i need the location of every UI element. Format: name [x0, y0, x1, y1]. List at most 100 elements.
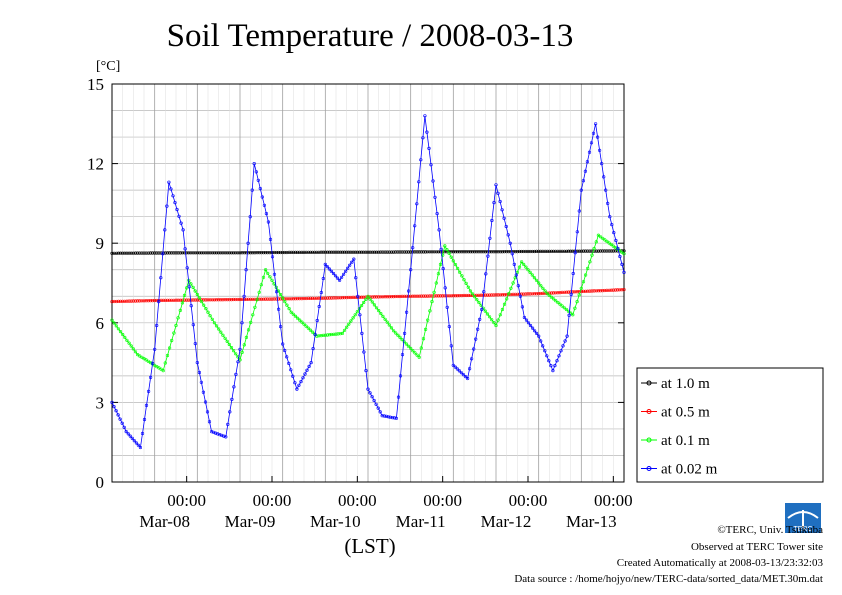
data-point: [212, 298, 216, 302]
data-point: [331, 271, 336, 276]
data-point: [415, 294, 419, 298]
data-point: [598, 249, 603, 253]
data-point: [167, 180, 171, 184]
data-point: [477, 250, 481, 254]
data-point: [268, 275, 272, 279]
data-point: [272, 250, 276, 255]
data-point: [609, 288, 613, 292]
data-point: [293, 250, 298, 254]
data-point: [613, 249, 618, 253]
data-point: [310, 330, 315, 334]
data-point: [304, 250, 308, 254]
data-point: [315, 296, 319, 300]
data-point: [229, 298, 234, 302]
data-point: [498, 250, 502, 254]
data-point: [610, 223, 614, 227]
data-point: [415, 202, 419, 206]
data-point: [524, 292, 528, 296]
data-point: [285, 297, 289, 301]
data-point: [187, 251, 191, 255]
data-point: [161, 369, 165, 373]
data-point: [302, 250, 306, 254]
data-point: [392, 250, 396, 254]
data-point: [601, 289, 605, 293]
data-point: [598, 289, 603, 293]
data-point: [199, 380, 203, 384]
data-point: [456, 250, 460, 254]
data-point: [357, 250, 362, 254]
data-point: [264, 268, 268, 272]
data-point: [114, 324, 118, 328]
data-point: [426, 294, 430, 298]
data-point: [278, 292, 283, 297]
data-point: [345, 296, 349, 300]
data-point: [212, 321, 216, 325]
data-point: [612, 231, 616, 235]
data-point: [562, 290, 566, 294]
data-point: [377, 309, 381, 313]
x-tick-time-label: 00:00: [509, 491, 548, 510]
data-point: [581, 289, 586, 294]
data-point: [475, 298, 479, 302]
data-point: [451, 294, 455, 298]
data-point: [118, 417, 122, 421]
logo-text: TERC: [793, 526, 812, 533]
data-point: [349, 319, 353, 323]
data-point: [597, 148, 602, 152]
data-point: [398, 294, 402, 299]
data-point: [240, 251, 244, 255]
data-point: [221, 298, 225, 302]
data-point: [389, 250, 394, 254]
data-point: [225, 298, 229, 302]
data-point: [522, 262, 526, 267]
data-point: [407, 289, 411, 293]
data-point: [492, 250, 496, 254]
data-point: [411, 349, 415, 353]
data-point: [136, 299, 140, 303]
data-point: [323, 250, 327, 254]
data-point: [449, 250, 453, 254]
data-point: [518, 294, 523, 298]
data-point: [144, 358, 148, 362]
data-point: [173, 201, 177, 205]
data-point: [121, 332, 125, 337]
data-point: [605, 249, 609, 253]
data-point: [275, 290, 279, 294]
data-point: [242, 294, 246, 298]
data-point: [202, 251, 206, 255]
data-point: [614, 238, 618, 243]
legend-label: at 0.02 m: [661, 462, 718, 478]
data-point: [514, 273, 518, 277]
data-point: [512, 262, 516, 267]
data-point: [475, 293, 479, 297]
data-point: [210, 251, 214, 255]
data-point: [404, 250, 409, 254]
data-point: [434, 250, 438, 254]
data-point: [212, 251, 216, 255]
data-point: [223, 336, 227, 340]
data-point: [298, 297, 302, 301]
data-point: [554, 291, 558, 295]
data-point: [370, 395, 374, 399]
data-point: [374, 250, 379, 254]
data-point: [620, 250, 624, 254]
data-point: [575, 300, 579, 304]
data-point: [386, 415, 390, 419]
data-point: [500, 307, 505, 312]
data-point: [165, 298, 170, 303]
data-point: [258, 187, 262, 191]
data-point: [526, 249, 530, 254]
data-point: [486, 254, 490, 258]
data-point: [484, 272, 488, 276]
data-point: [543, 249, 547, 253]
data-point: [496, 250, 500, 254]
data-point: [429, 163, 433, 167]
data-point: [110, 400, 114, 405]
data-point: [276, 250, 281, 255]
data-point: [246, 297, 251, 301]
legend-label: at 1.0 m: [661, 376, 710, 392]
data-point: [400, 338, 404, 342]
data-point: [502, 216, 506, 220]
data-point: [616, 246, 620, 251]
